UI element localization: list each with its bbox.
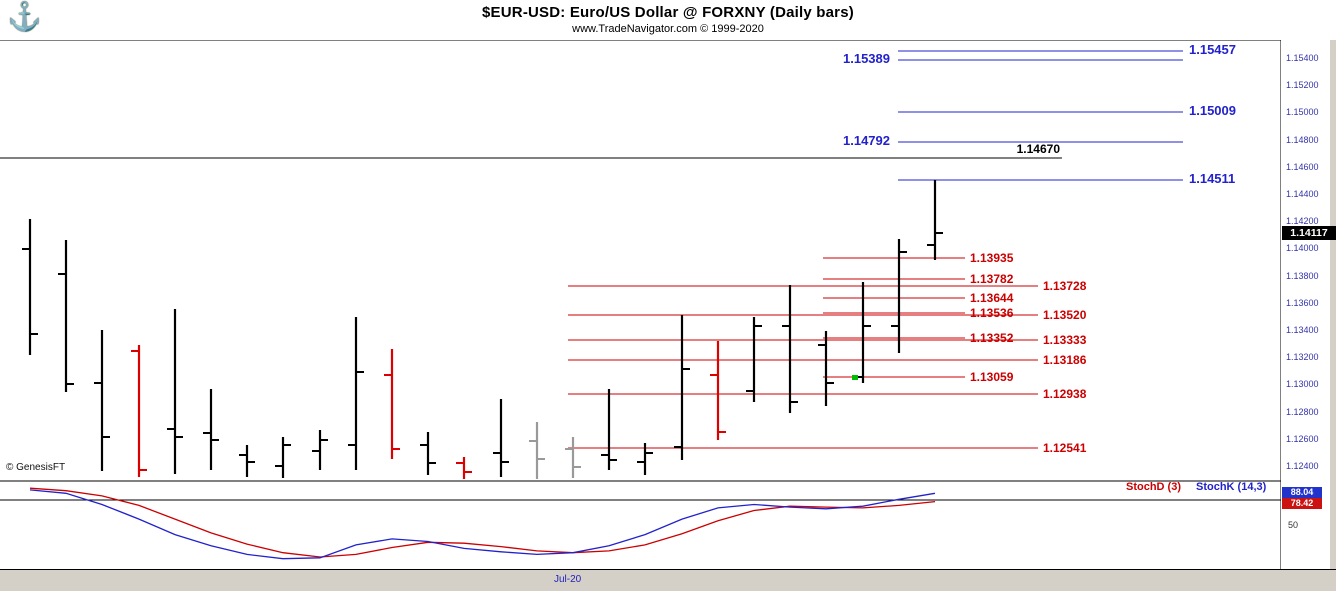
stochk-value-badge: 88.04 [1282,487,1322,498]
last-price-badge: 1.14117 [1282,226,1336,240]
stochk-indicator-label[interactable]: StochK (14,3) [1196,481,1267,493]
date-label: Jul-20 [554,574,582,585]
window-right-edge [1330,0,1336,591]
anchor-logo-icon: ⚓ [7,1,42,32]
stochd-indicator-label[interactable]: StochD (3) [1126,481,1181,493]
stochd-value-badge: 78.42 [1282,498,1322,509]
genesisft-watermark: © GenesisFT [6,462,66,473]
chart-header: $EUR-USD: Euro/US Dollar @ FORXNY (Daily… [0,0,1336,40]
date-axis[interactable]: Jul-20 [0,569,1336,591]
price-axis[interactable] [1281,40,1336,569]
chart-subtitle: www.TradeNavigator.com © 1999-2020 [572,23,764,35]
chart-title: $EUR-USD: Euro/US Dollar @ FORXNY (Daily… [482,4,854,21]
stoch-axis-label-50: 50 [1288,520,1299,530]
